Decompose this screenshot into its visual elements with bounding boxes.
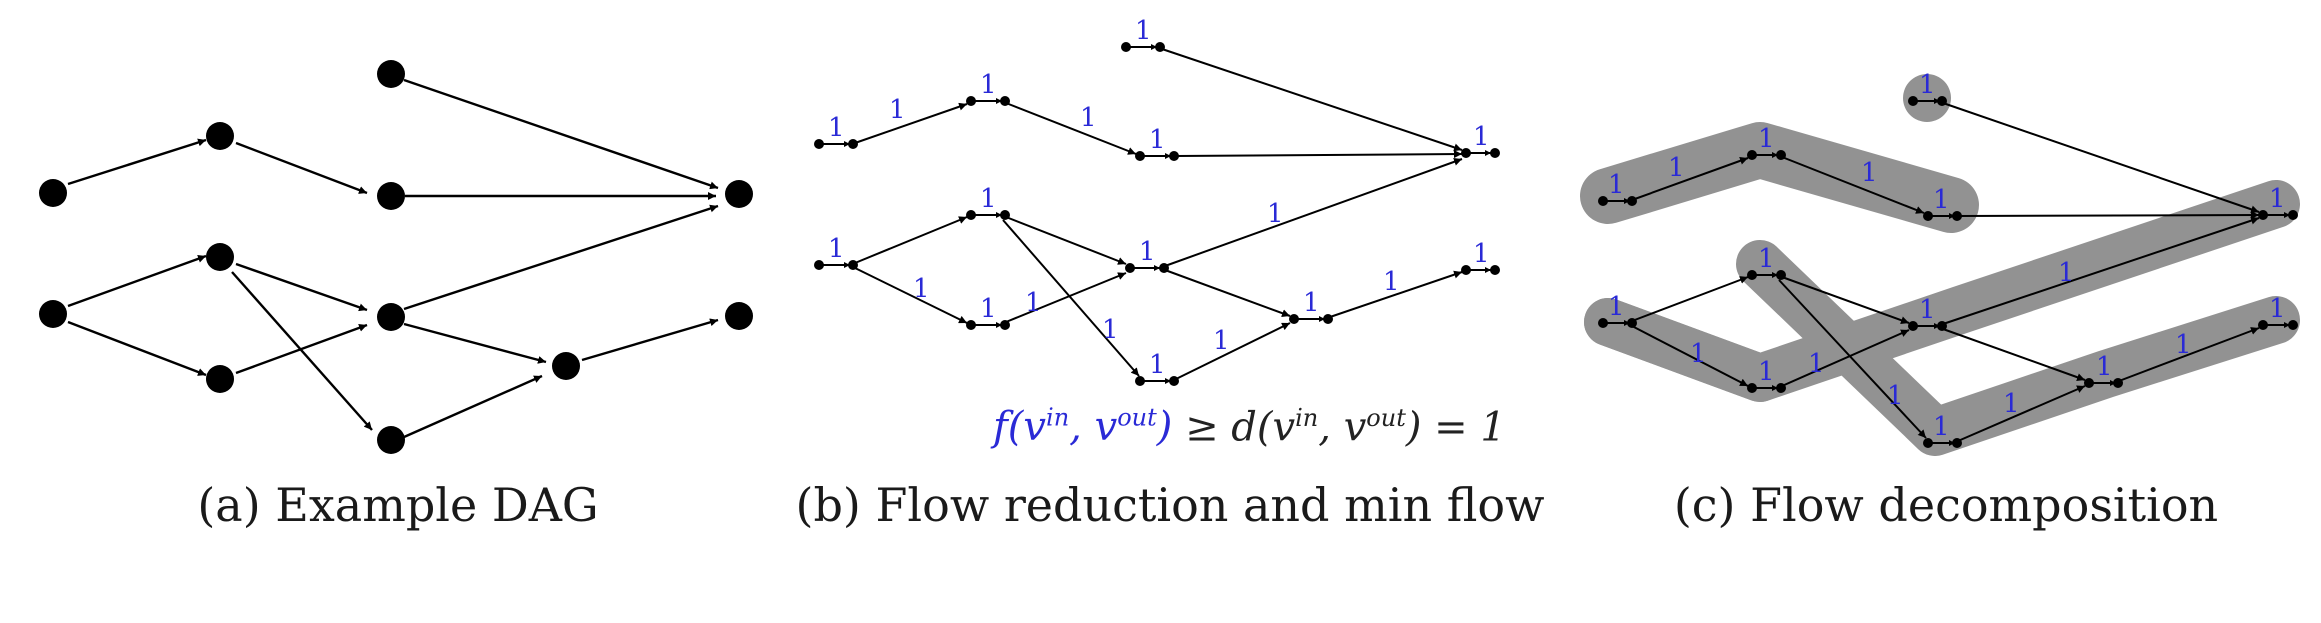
caption-a: (a) Example DAG (197, 478, 599, 532)
flow-label: 1 (2269, 184, 2286, 214)
decomposition-path (1903, 74, 1951, 122)
flow-label: 1 (2003, 389, 2020, 419)
edge-a (231, 271, 373, 431)
flow-constraint-equation: f(vin, vout) ≥ d(vin, vout) = 1 (993, 404, 1506, 451)
panel-b-nodes (814, 42, 1500, 386)
node-a (206, 243, 234, 271)
flow-label: 1 (1149, 350, 1166, 380)
flow-label: 1 (2096, 352, 2113, 382)
edge-a (235, 262, 368, 312)
flow-label: 1 (1473, 239, 1490, 269)
edge-a (403, 322, 547, 364)
flow-label: 1 (980, 294, 997, 324)
caption-c: (c) Flow decomposition (1673, 478, 2219, 532)
edge-a (403, 204, 719, 311)
edge-a (403, 78, 719, 190)
node-a (39, 300, 67, 328)
node-a (377, 182, 405, 210)
flow-label: 1 (1213, 326, 1230, 356)
flow-label: 1 (2058, 258, 2075, 288)
node-a (206, 122, 234, 150)
flow-label: 1 (1690, 339, 1707, 369)
flow-label: 1 (1267, 199, 1284, 229)
node-a (377, 303, 405, 331)
node-a (39, 179, 67, 207)
flow-label: 1 (1149, 125, 1166, 155)
flow-label: 1 (1919, 70, 1936, 100)
flow-label: 1 (1025, 288, 1042, 318)
node-a (206, 365, 234, 393)
flow-label: 1 (980, 184, 997, 214)
flow-label: 1 (2175, 330, 2192, 360)
edge-a (403, 374, 543, 439)
node-a (725, 302, 753, 330)
edge-a (67, 138, 207, 186)
panel-c-flow-labels: 1 1 1 1 1 1 1 1 1 1 1 1 1 1 1 1 1 1 1 1 (1608, 70, 2286, 442)
flow-label: 1 (1808, 349, 1825, 379)
node-a (377, 60, 405, 88)
panel-b-edges (820, 44, 1491, 384)
flow-label: 1 (1933, 412, 1950, 442)
flow-label: 1 (980, 70, 997, 100)
flow-label: 1 (1758, 357, 1775, 387)
flow-label: 1 (1887, 381, 1904, 411)
flow-label: 1 (828, 113, 845, 143)
flow-label: 1 (1758, 244, 1775, 274)
panel-c-nodes (1598, 96, 2298, 448)
flow-lhs: f(vin, vout) (993, 404, 1173, 451)
flow-label: 1 (1933, 185, 1950, 215)
flow-label: 1 (1758, 124, 1775, 154)
flow-label: 1 (1861, 158, 1878, 188)
flow-label: 1 (1303, 288, 1320, 318)
flow-label: 1 (1080, 103, 1097, 133)
decomposition-path (1580, 122, 1979, 233)
edge-a (235, 323, 368, 375)
flow-label: 1 (889, 95, 906, 125)
flow-label: 1 (1473, 122, 1490, 152)
node-a (725, 180, 753, 208)
flow-label: 1 (1919, 295, 1936, 325)
panel-c-paths (1580, 74, 2300, 456)
flow-label: 1 (1668, 153, 1685, 183)
panel-a-nodes (39, 60, 753, 454)
panel-c-edges (1604, 98, 2290, 446)
panel-b-flow-labels: 1 1 1 1 1 1 1 1 1 1 1 1 1 1 1 1 1 1 1 1 (828, 16, 1490, 380)
edge-a (67, 254, 207, 308)
edge-a (235, 141, 368, 195)
flow-label: 1 (1135, 16, 1152, 46)
node-a (377, 426, 405, 454)
decomposition-path (1736, 240, 2300, 456)
flow-label: 1 (1139, 237, 1156, 267)
edge-a (581, 318, 719, 362)
flow-label: 1 (1608, 292, 1625, 322)
node-a (552, 352, 580, 380)
flow-label: 1 (1102, 315, 1119, 345)
decomposition-path (1584, 298, 1784, 402)
flow-label: 1 (1383, 267, 1400, 297)
caption-b: (b) Flow reduction and min flow (795, 478, 1545, 532)
edge-a (67, 320, 207, 377)
flow-label: 1 (1608, 170, 1625, 200)
flow-label: 1 (828, 234, 845, 264)
flow-label: 1 (2269, 294, 2286, 324)
panel-a-dag (67, 78, 719, 439)
flow-label: 1 (913, 274, 930, 304)
